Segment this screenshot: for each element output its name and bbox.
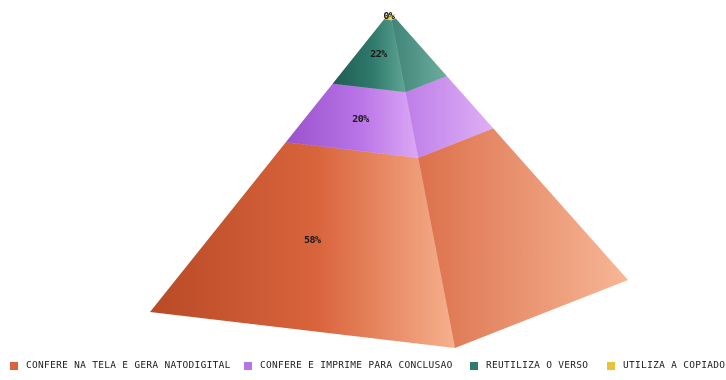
chart-legend: Confere na tela e gera natodigital Confe… <box>0 360 726 378</box>
legend-item-confere-e-imprime[interactable]: Confere e imprime para conclusão <box>244 360 453 371</box>
pyramid-segment-confere-na-tela-side[interactable] <box>418 128 628 348</box>
legend-swatch-utiliza-a-copiadora <box>607 362 615 370</box>
legend-swatch-reutiliza-o-verso <box>470 362 478 370</box>
legend-item-utiliza-a-copiadora[interactable]: Utiliza a copiadora <box>607 360 726 371</box>
legend-label-reutiliza-o-verso: Reutiliza o verso <box>486 360 588 371</box>
legend-label-confere-e-imprime: Confere e imprime para conclusão <box>260 360 453 371</box>
legend-label-confere-na-tela: Confere na tela e gera natodigital <box>26 360 231 371</box>
data-label-utiliza-a-copiadora: 0% <box>383 11 395 22</box>
legend-item-confere-na-tela[interactable]: Confere na tela e gera natodigital <box>10 360 231 371</box>
legend-swatch-confere-na-tela <box>10 362 18 370</box>
pyramid-chart: 58% 20% 22% 0% <box>0 0 726 350</box>
pyramid-faces <box>150 12 628 348</box>
pyramid-segment-confere-na-tela-front[interactable] <box>150 142 455 348</box>
legend-item-reutiliza-o-verso[interactable]: Reutiliza o verso <box>470 360 588 371</box>
data-label-confere-na-tela: 58% <box>304 235 321 246</box>
data-label-reutiliza-o-verso: 22% <box>370 49 387 60</box>
legend-swatch-confere-e-imprime <box>244 362 252 370</box>
legend-label-utiliza-a-copiadora: Utiliza a copiadora <box>623 360 726 371</box>
data-label-confere-e-imprime: 20% <box>352 114 369 125</box>
